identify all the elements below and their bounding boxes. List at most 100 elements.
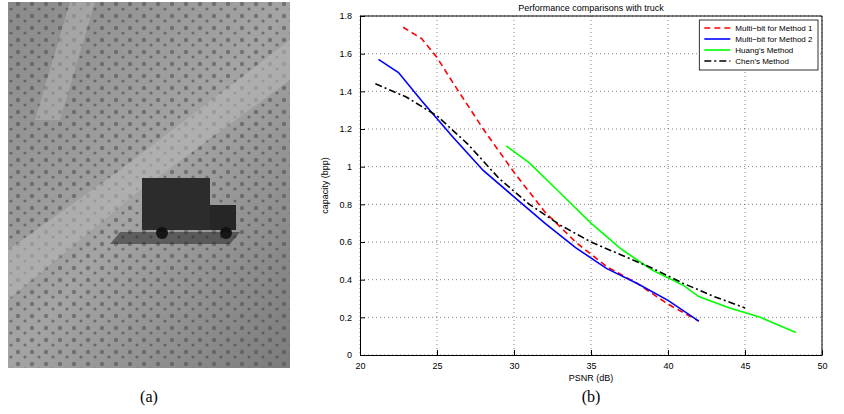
grid-line-y	[360, 279, 822, 280]
y-tick-mark	[360, 91, 365, 92]
grid-line-x	[360, 16, 361, 355]
y-tick-mark	[360, 355, 365, 356]
frame-top	[360, 16, 822, 17]
y-tick: 1.6	[339, 49, 365, 59]
photo-shadow	[110, 232, 240, 244]
x-tick-mark	[514, 350, 515, 355]
y-tick-label: 0.8	[339, 200, 352, 210]
x-axis-line	[361, 355, 823, 356]
y-tick: 1.4	[339, 87, 365, 97]
y-tick-label: 1	[347, 162, 352, 172]
legend-label: Huang's Method	[735, 46, 793, 55]
y-axis: 0 0.2 0.4 0.6 0.8 1 1.2 1.4 1.6 1.8	[339, 11, 365, 360]
y-tick: 1.2	[339, 124, 365, 134]
photo-road	[35, 2, 95, 120]
x-tick-label: 30	[509, 361, 519, 371]
figure: (a) 20 25 30 35 40 45 50 0 0.2 0.4 0.6 0.8 1 1.2 1.4 1.6…	[0, 0, 844, 414]
y-tick-mark	[360, 129, 365, 130]
legend: Multi−bit for Method 1 Multi−bit for Meth…	[699, 20, 818, 70]
photo-background	[8, 2, 290, 368]
y-axis-line	[360, 17, 361, 356]
x-tick-label: 45	[740, 361, 750, 371]
legend-label: Multi−bit for Method 1	[735, 24, 813, 33]
y-tick-label: 0.6	[339, 237, 352, 247]
y-axis-title: capacity (bpp)	[320, 157, 330, 214]
x-tick-mark	[668, 350, 669, 355]
legend-swatch	[704, 27, 730, 29]
legend-swatch	[704, 49, 730, 51]
x-tick-mark	[591, 350, 592, 355]
legend-swatch	[704, 38, 730, 40]
grid-line-y	[360, 166, 822, 167]
series-line	[506, 146, 796, 332]
photo-truck-cab	[210, 205, 236, 230]
y-tick-mark	[360, 54, 365, 55]
grid-line-y	[360, 16, 822, 17]
legend-item: Multi−bit for Method 2	[704, 35, 813, 44]
series-line	[378, 59, 698, 321]
grid-line-y	[360, 129, 822, 130]
y-tick: 0.6	[339, 237, 365, 247]
grid-line-y	[360, 317, 822, 318]
y-tick: 0.4	[339, 275, 365, 285]
x-tick-label: 35	[586, 361, 596, 371]
grid-line-x	[514, 16, 515, 355]
photo-panel	[8, 2, 290, 368]
series-line	[403, 27, 699, 321]
x-tick: 45	[740, 350, 750, 371]
y-tick-label: 0	[347, 350, 352, 360]
x-tick: 40	[663, 350, 673, 371]
x-tick: 25	[432, 350, 442, 371]
panel-label: (b)	[582, 388, 601, 406]
legend-label: Multi−bit for Method 2	[735, 35, 813, 44]
y-tick: 0	[347, 350, 365, 360]
x-tick-label: 20	[355, 361, 365, 371]
chart-panel: 20 25 30 35 40 45 50 0 0.2 0.4 0.6 0.8 1 1.2 1.4 1.6 1.8…	[320, 3, 828, 383]
y-tick-mark	[360, 317, 365, 318]
legend-label: Chen's Method	[735, 57, 789, 66]
y-tick-label: 0.2	[339, 313, 352, 323]
y-tick-label: 1.2	[339, 124, 352, 134]
legend-item: Huang's Method	[704, 46, 793, 55]
panel-label: (a)	[140, 388, 158, 406]
y-tick: 1.8	[339, 11, 365, 21]
y-tick-label: 1.8	[339, 11, 352, 21]
y-tick-mark	[360, 16, 365, 17]
grid	[360, 16, 822, 355]
y-tick-mark	[360, 242, 365, 243]
y-tick: 0.8	[339, 200, 365, 210]
y-tick-label: 0.4	[339, 275, 352, 285]
y-tick-mark	[360, 204, 365, 205]
x-tick-label: 25	[432, 361, 442, 371]
grid-line-y	[360, 204, 822, 205]
y-tick-label: 1.4	[339, 87, 352, 97]
grid-line-y	[360, 91, 822, 92]
legend-item: Multi−bit for Method 1	[704, 24, 813, 33]
x-tick-label: 50	[817, 361, 827, 371]
x-tick: 35	[586, 350, 596, 371]
frame-right	[822, 16, 823, 355]
series-line	[375, 84, 745, 308]
y-tick: 1	[347, 162, 365, 172]
grid-line-x	[437, 16, 438, 355]
x-tick-mark	[745, 350, 746, 355]
y-tick: 0.2	[339, 313, 365, 323]
series-lines	[375, 27, 795, 332]
grid-line-x	[822, 16, 823, 355]
legend-item: Chen's Method	[704, 57, 789, 66]
photo-truck-box	[142, 178, 210, 230]
x-tick-label: 40	[663, 361, 673, 371]
x-axis-title: PSNR (dB)	[569, 373, 614, 383]
y-tick-mark	[360, 280, 365, 281]
chart-title: Performance comparisons with truck	[518, 3, 664, 13]
grid-line-x	[591, 16, 592, 355]
y-tick-mark	[360, 167, 365, 168]
x-tick: 30	[509, 350, 519, 371]
x-tick: 50	[817, 350, 827, 371]
x-tick-mark	[437, 350, 438, 355]
legend-swatch	[704, 60, 730, 62]
x-axis: 20 25 30 35 40 45 50	[355, 350, 827, 371]
x-tick-mark	[822, 350, 823, 355]
photo-texture	[8, 2, 290, 368]
y-tick-label: 1.6	[339, 49, 352, 59]
